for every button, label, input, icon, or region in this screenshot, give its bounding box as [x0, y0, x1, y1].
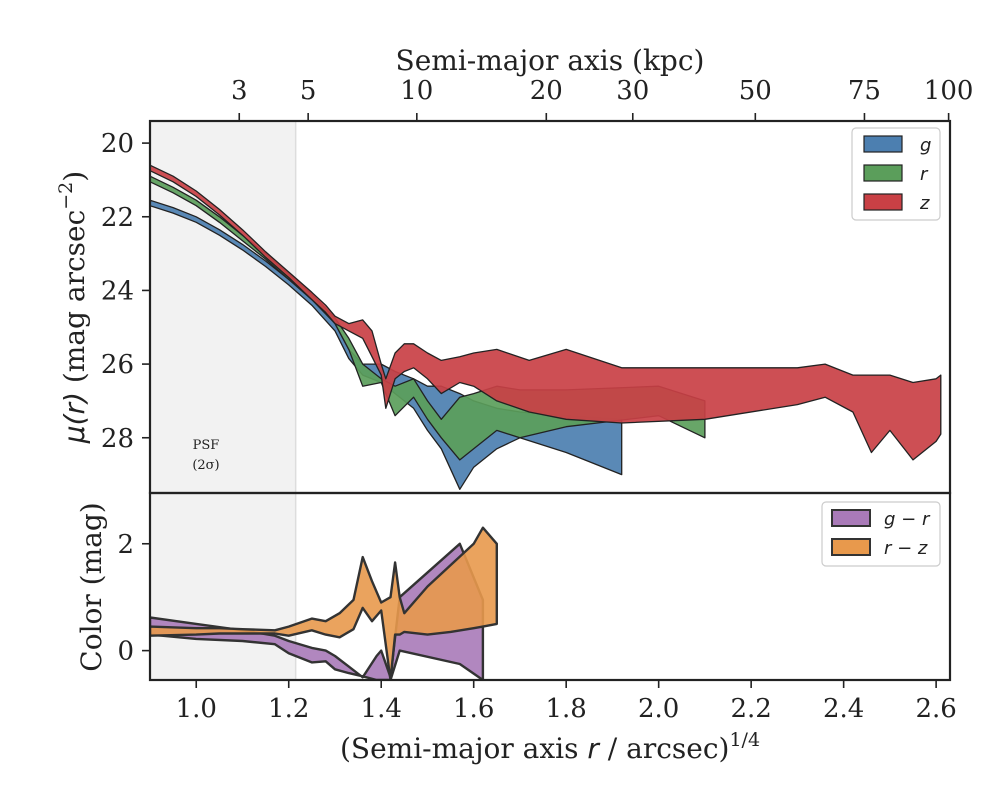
top-tick-label: 50	[739, 76, 772, 106]
top-tick-label: 20	[530, 76, 563, 106]
color-axes-frame	[148, 491, 952, 682]
top-tick-label: 30	[616, 76, 649, 106]
x-tick-label: 1.4	[361, 694, 402, 724]
top-axis-title: Semi-major axis (kpc)	[396, 44, 705, 77]
psf-region-color	[150, 493, 296, 680]
top-tick-label: 75	[848, 76, 881, 106]
legend-swatch-r-minus-z	[831, 538, 871, 556]
x-tick-label: 2.2	[730, 694, 771, 724]
surface-brightness-bands	[150, 164, 942, 490]
x-axis-title-var: r	[587, 732, 600, 765]
legend-swatch-g	[863, 135, 903, 153]
legend-color: g − r r − z	[821, 501, 941, 567]
y-axis-unit-close: )	[58, 171, 91, 182]
main-y-tick-label: 22	[101, 203, 134, 233]
legend-swatch-g-minus-r	[831, 509, 871, 527]
legend-label-z: z	[919, 193, 930, 214]
legend-swatch-z	[863, 193, 903, 211]
top-tick-label: 100	[924, 76, 974, 106]
main-y-tick-label: 24	[101, 276, 134, 306]
legend-label-g-minus-r: g − r	[884, 509, 931, 530]
psf-label-line2: (2σ)	[192, 458, 219, 473]
main-y-axis-title: μ(r) (mag arcsec−2)	[55, 171, 91, 444]
x-axis-title-rest: / arcsec)	[599, 732, 730, 765]
legend-swatch-r	[863, 164, 903, 182]
legend-label-g: g	[920, 135, 931, 156]
band-g-minus-r	[150, 542, 485, 680]
color-y-tick-label: 2	[117, 530, 134, 560]
legend-label-r-minus-z: r − z	[884, 538, 928, 559]
y-axis-symbol: μ(r)	[58, 392, 91, 444]
color-bands	[150, 526, 498, 680]
x-tick-label: 2.6	[915, 694, 956, 724]
top-tick-label: 3	[231, 76, 248, 106]
x-tick-label: 1.0	[176, 694, 217, 724]
top-tick-label: 10	[400, 76, 433, 106]
x-tick-label: 1.2	[268, 694, 309, 724]
y-axis-unit: (mag arcsec	[58, 210, 91, 392]
psf-label-line1: PSF	[193, 438, 220, 453]
main-y-tick-label: 20	[101, 129, 134, 159]
band-r-minus-z	[150, 526, 498, 680]
legend-surface-brightness: grz	[851, 127, 941, 221]
bottom-x-axis-title: (Semi-major axis r / arcsec)1/4	[340, 729, 760, 765]
legend-label-r: r	[920, 164, 929, 185]
main-y-tick-label: 26	[101, 350, 134, 380]
x-axis-title-exponent: 1/4	[729, 729, 760, 751]
color-y-tick-label: 0	[117, 637, 134, 667]
x-tick-label: 1.6	[453, 694, 494, 724]
x-tick-label: 1.8	[546, 694, 587, 724]
axis-ticks: 1.0 1.2 1.4 1.6 1.8 2.0 2.2 2.4 2.63 5 10 20 30 50 75 1…	[101, 76, 974, 724]
color-y-axis-title: Color (mag)	[75, 502, 108, 671]
x-tick-label: 2.0	[638, 694, 679, 724]
y-axis-unit-exponent: −2	[55, 182, 77, 210]
x-tick-label: 2.4	[823, 694, 864, 724]
main-y-tick-label: 28	[101, 424, 134, 454]
band-z	[150, 164, 942, 461]
x-axis-title-main: (Semi-major axis	[340, 732, 587, 765]
top-tick-label: 5	[300, 76, 317, 106]
